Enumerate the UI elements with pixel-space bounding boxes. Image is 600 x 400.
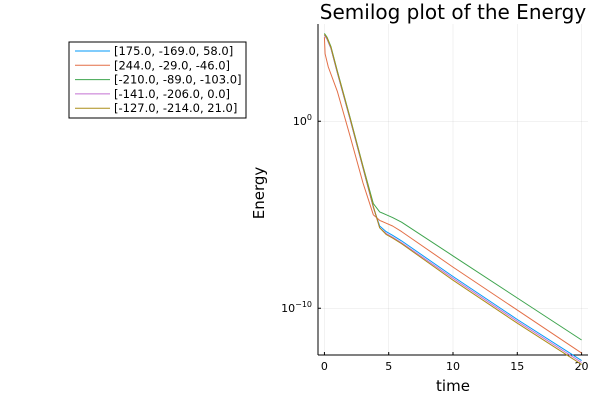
legend-label: [-210.0, -89.0, -103.0] [114, 73, 242, 87]
x-axis-label: time [436, 377, 470, 395]
x-tick-label: 20 [575, 360, 589, 373]
legend-label: [-127.0, -214.0, 21.0] [114, 101, 237, 115]
x-tick-label: 0 [321, 360, 328, 373]
y-axis-label: Energy [250, 167, 268, 220]
legend-label: [175.0, -169.0, 58.0] [114, 44, 233, 58]
y-tick-label: 100 [293, 113, 312, 128]
grid [318, 24, 588, 355]
series-line-5 [323, 34, 582, 365]
x-tick-label: 5 [385, 360, 392, 373]
x-tick-label: 10 [446, 360, 460, 373]
y-ticks: 100 10−10 [281, 113, 321, 315]
x-ticks: 0 5 10 15 20 [321, 352, 589, 373]
chart-title: Semilog plot of the Energy [320, 0, 587, 24]
x-tick-label: 15 [510, 360, 524, 373]
legend-label: [-141.0, -206.0, 0.0] [114, 87, 230, 101]
y-tick-label: 10−10 [281, 300, 312, 315]
legend-label: [244.0, -29.0, -46.0] [114, 58, 230, 72]
series-lines [323, 33, 582, 365]
legend: [175.0, -169.0, 58.0][244.0, -29.0, -46.… [68, 41, 247, 119]
